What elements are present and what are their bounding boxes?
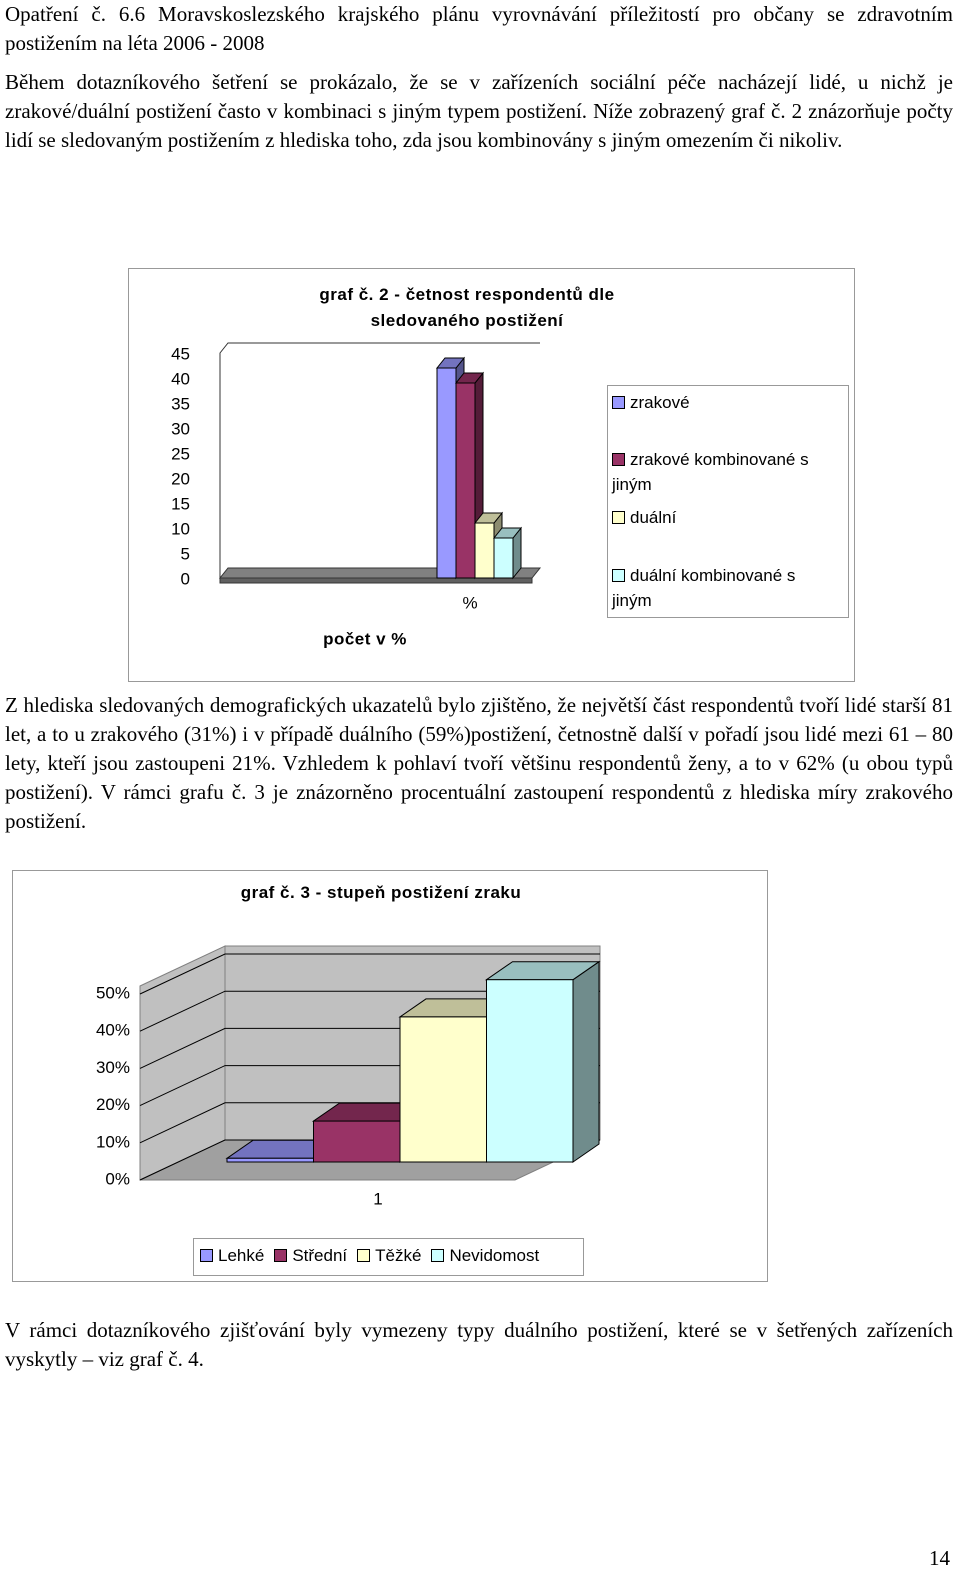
legend-label: duální kombinované s jiným bbox=[612, 566, 796, 610]
legend-item: Střední bbox=[274, 1243, 347, 1268]
bar-front bbox=[493, 537, 514, 579]
legend-item: zrakové bbox=[612, 390, 832, 415]
bar-front bbox=[455, 382, 476, 579]
y-tick-label: 0% bbox=[105, 1169, 130, 1188]
bar bbox=[484, 960, 601, 1163]
bar-front bbox=[486, 979, 574, 1163]
y-tick-label: 40% bbox=[96, 1021, 130, 1040]
legend-frame bbox=[193, 1238, 584, 1276]
legend-label: zrakové kombinované s jiným bbox=[612, 450, 809, 494]
y-tick-label: 45 bbox=[171, 344, 190, 363]
chart-title: graf č. 3 - stupeň postižení zraku bbox=[240, 883, 522, 902]
bar-front bbox=[313, 1120, 401, 1163]
legend-item: duální kombinované s jiným bbox=[612, 563, 832, 613]
x-tick-label: 1 bbox=[373, 1189, 382, 1208]
legend-swatch bbox=[612, 396, 625, 409]
bar bbox=[492, 526, 523, 580]
y-tick-label: 10 bbox=[171, 519, 190, 538]
legend-swatch bbox=[357, 1249, 371, 1262]
chart-title: graf č. 2 - četnost respondentů dle sled… bbox=[319, 285, 615, 330]
paragraph: Během dotazníkového šetření se prokázalo… bbox=[5, 70, 953, 152]
bar-side bbox=[572, 960, 600, 1163]
page-number: 14 bbox=[929, 1546, 950, 1570]
legend-item: Lehké bbox=[200, 1243, 264, 1268]
y-tick-label: 25 bbox=[171, 444, 190, 463]
legend-item: zrakové kombinované s jiným bbox=[612, 447, 832, 497]
legend-label: zrakové bbox=[630, 393, 690, 412]
bar-front bbox=[226, 1157, 314, 1163]
legend-swatch bbox=[274, 1249, 288, 1262]
bar-front bbox=[399, 1016, 487, 1163]
y-tick-label: 30 bbox=[171, 419, 190, 438]
bar-front bbox=[474, 522, 495, 579]
legend-label: Nevidomost bbox=[449, 1246, 540, 1265]
y-tick-label: 0 bbox=[181, 569, 190, 588]
y-tick-label: 40 bbox=[171, 369, 190, 388]
chart-floor-edge bbox=[219, 577, 533, 584]
x-tick-label: % bbox=[462, 593, 477, 612]
y-tick-label: 10% bbox=[96, 1132, 130, 1151]
legend-swatch bbox=[612, 569, 625, 582]
y-tick-label: 20 bbox=[171, 469, 190, 488]
legend-frame bbox=[607, 385, 849, 618]
y-tick-label: 50% bbox=[96, 983, 130, 1002]
y-tick-label: 35 bbox=[171, 394, 190, 413]
grid-line bbox=[139, 990, 600, 1032]
paragraph: Z hlediska sledovaných demografických uk… bbox=[5, 693, 953, 833]
chart-wall-edge bbox=[219, 342, 540, 578]
paragraph: V rámci dotazníkového zjišťování byly vy… bbox=[5, 1318, 953, 1371]
legend-label: duální bbox=[630, 508, 677, 527]
legend-swatch bbox=[200, 1249, 213, 1262]
legend-item: duální bbox=[612, 505, 832, 530]
y-tick-label: 20% bbox=[96, 1095, 130, 1114]
legend-label: Těžké bbox=[375, 1246, 422, 1265]
legend-swatch bbox=[612, 511, 625, 524]
legend-label: Střední bbox=[292, 1246, 348, 1265]
legend-label: Lehké bbox=[218, 1246, 265, 1265]
heading: Opatření č. 6.6 Moravskoslezského krajsk… bbox=[5, 2, 953, 55]
y-tick-label: 15 bbox=[171, 494, 190, 513]
legend-swatch bbox=[612, 453, 625, 466]
legend-swatch bbox=[431, 1249, 445, 1262]
grid-line bbox=[139, 953, 600, 995]
y-tick-label: 5 bbox=[181, 544, 190, 563]
x-axis-title: počet v % bbox=[323, 629, 407, 648]
side-wall bbox=[139, 945, 226, 1181]
legend-item: Těžké bbox=[357, 1243, 421, 1268]
legend-item: Nevidomost bbox=[431, 1243, 539, 1268]
bar-front bbox=[436, 367, 457, 579]
y-tick-label: 30% bbox=[96, 1058, 130, 1077]
legend: Lehké Střední Těžké Nevidomost bbox=[200, 1243, 539, 1268]
